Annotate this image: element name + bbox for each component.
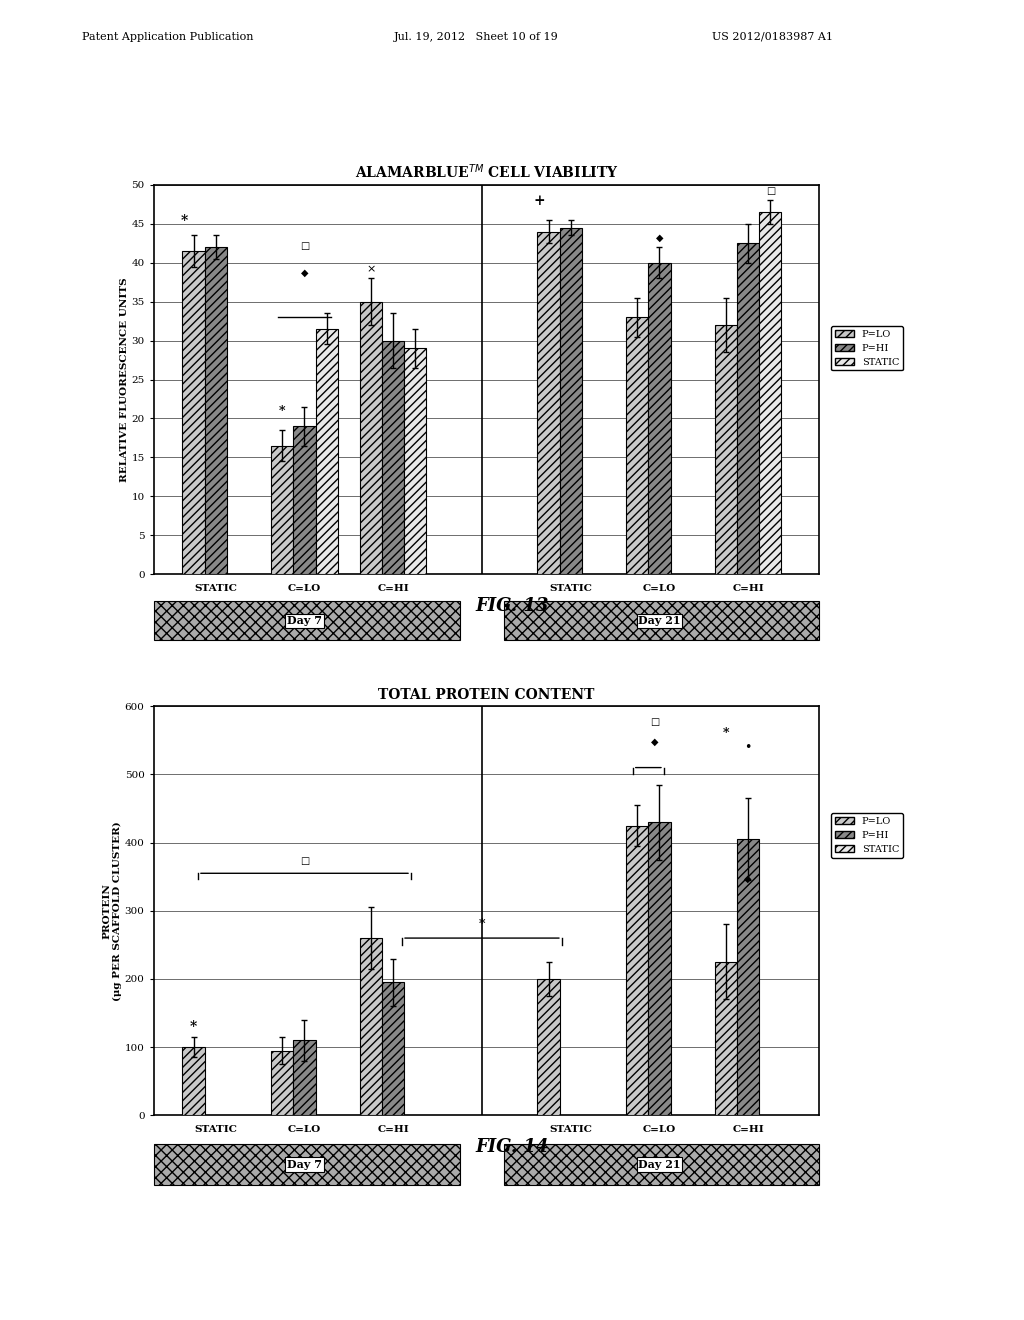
Text: *: *	[181, 214, 188, 227]
Text: □: □	[300, 857, 309, 866]
Text: *: *	[478, 919, 485, 932]
Text: •: •	[744, 741, 752, 754]
Text: ◆: ◆	[651, 737, 658, 747]
Text: ×: ×	[367, 264, 376, 275]
Text: Day 21: Day 21	[638, 615, 681, 627]
Bar	[538, 979, 559, 1115]
Bar	[648, 263, 671, 574]
Bar	[737, 840, 760, 1115]
Bar	[271, 446, 294, 574]
Text: Jul. 19, 2012   Sheet 10 of 19: Jul. 19, 2012 Sheet 10 of 19	[394, 32, 559, 42]
Bar	[382, 341, 404, 574]
Text: *: *	[723, 727, 729, 741]
Bar	[360, 939, 382, 1115]
Bar	[182, 1047, 205, 1115]
Bar	[504, 1144, 819, 1185]
Bar	[360, 302, 382, 574]
Bar	[154, 1144, 460, 1185]
Bar	[760, 213, 781, 574]
Bar	[315, 329, 338, 574]
Text: *: *	[189, 1019, 198, 1034]
Bar	[627, 825, 648, 1115]
Bar	[205, 247, 227, 574]
Text: □: □	[650, 717, 659, 726]
Bar	[648, 822, 671, 1115]
Text: ◆: ◆	[744, 874, 752, 883]
Legend: P=LO, P=HI, STATIC: P=LO, P=HI, STATIC	[830, 326, 903, 371]
Bar	[182, 251, 205, 574]
Bar	[154, 602, 460, 640]
Bar	[715, 962, 737, 1115]
Bar	[538, 231, 559, 574]
Title: ALAMARBLUE$^{TM}$ CELL VIABILITY: ALAMARBLUE$^{TM}$ CELL VIABILITY	[354, 162, 618, 181]
Bar	[271, 1051, 294, 1115]
Bar	[382, 982, 404, 1115]
Text: FIG. 13: FIG. 13	[475, 597, 549, 615]
Bar	[293, 1040, 315, 1115]
Y-axis label: PROTEIN
(μg PER SCAFFOLD CLUSTER): PROTEIN (μg PER SCAFFOLD CLUSTER)	[102, 821, 122, 1001]
Text: US 2012/0183987 A1: US 2012/0183987 A1	[712, 32, 833, 42]
Bar	[737, 243, 760, 574]
Bar	[293, 426, 315, 574]
Text: +: +	[534, 194, 546, 209]
Bar	[504, 602, 819, 640]
Legend: P=LO, P=HI, STATIC: P=LO, P=HI, STATIC	[830, 813, 903, 858]
Text: ◆: ◆	[301, 268, 308, 279]
Bar	[715, 325, 737, 574]
Y-axis label: RELATIVE FLUORESCENCE UNITS: RELATIVE FLUORESCENCE UNITS	[120, 277, 129, 482]
Text: FIG. 14: FIG. 14	[475, 1138, 549, 1156]
Bar	[404, 348, 427, 574]
Text: ◆: ◆	[655, 234, 664, 243]
Text: *: *	[279, 405, 286, 418]
Title: TOTAL PROTEIN CONTENT: TOTAL PROTEIN CONTENT	[378, 688, 595, 702]
Text: □: □	[766, 186, 775, 197]
Text: □: □	[300, 242, 309, 251]
Text: Day 7: Day 7	[287, 1159, 322, 1170]
Text: Day 21: Day 21	[638, 1159, 681, 1170]
Bar	[627, 317, 648, 574]
Text: Day 7: Day 7	[287, 615, 322, 627]
Bar	[559, 227, 582, 574]
Text: Patent Application Publication: Patent Application Publication	[82, 32, 253, 42]
